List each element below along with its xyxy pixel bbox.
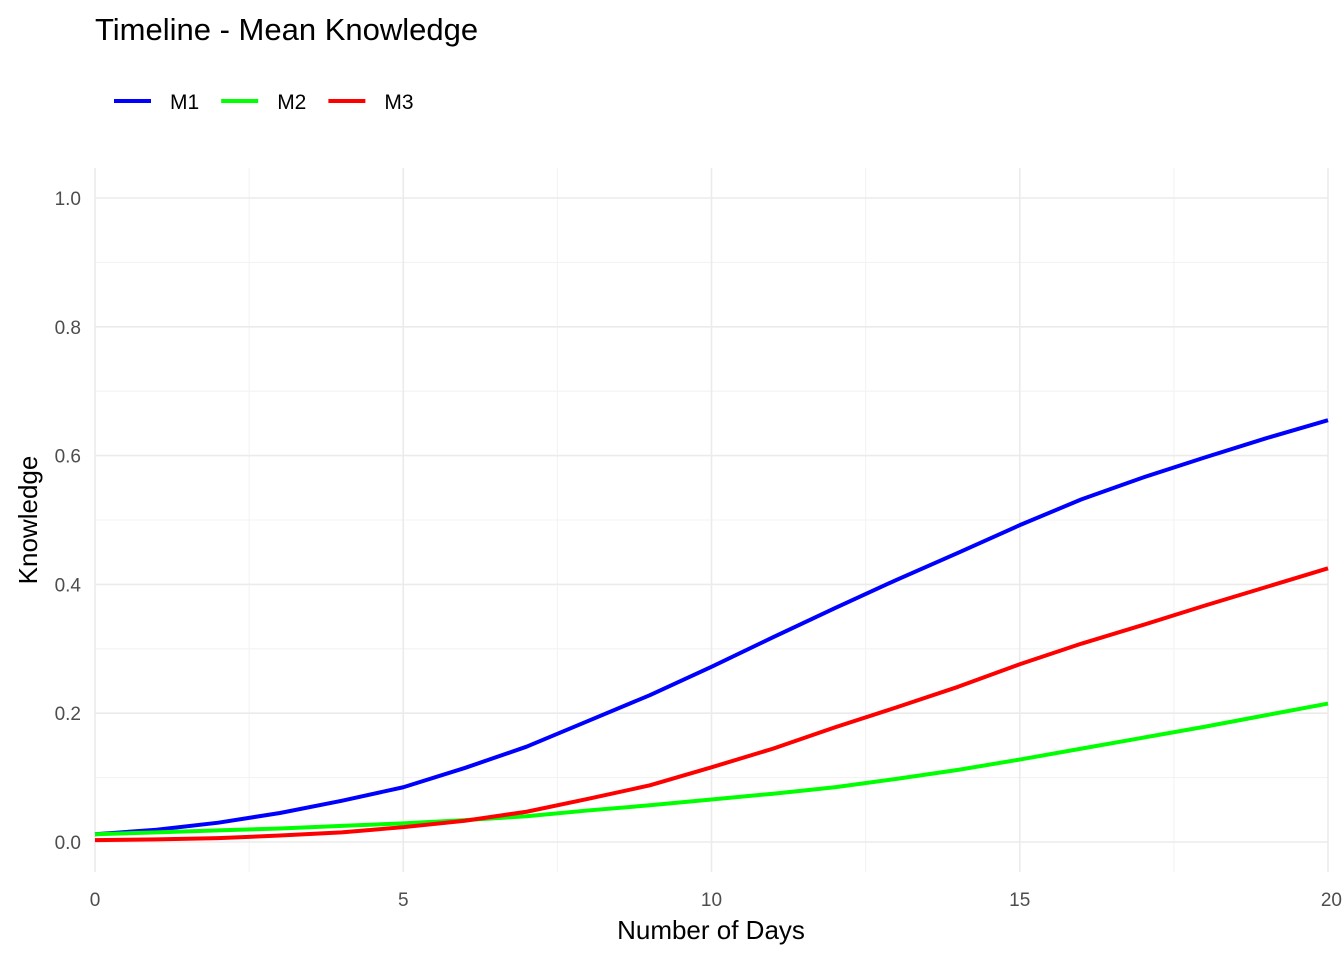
series-line-m1: [94, 418, 1329, 837]
y-tick-label: 0.2: [55, 704, 81, 725]
y-tick-label: 0.4: [55, 575, 82, 596]
legend-label-m2: M2: [277, 91, 306, 114]
legend-item-m3: M3: [328, 91, 414, 114]
legend: M1 M2 M3: [114, 91, 414, 114]
y-axis-label: Knowledge: [13, 456, 43, 585]
gridlines: [94, 168, 1329, 872]
legend-item-m2: M2: [221, 91, 306, 114]
y-axis-ticks: 0.0 0.2 0.4 0.6 0.8 1.0: [55, 189, 82, 854]
x-axis-ticks: 0 5 10 15 20: [90, 890, 1342, 911]
legend-item-m1: M1: [114, 91, 199, 114]
x-axis-label: Number of Days: [617, 915, 805, 945]
x-tick-label: 0: [90, 890, 101, 911]
legend-label-m1: M1: [170, 91, 199, 114]
y-tick-label: 0.6: [55, 447, 81, 468]
legend-label-m3: M3: [384, 91, 413, 114]
chart-title: Timeline - Mean Knowledge: [95, 12, 478, 47]
series-line-m3: [94, 566, 1329, 843]
x-tick-label: 20: [1321, 890, 1342, 911]
x-tick-label: 10: [701, 890, 722, 911]
y-tick-label: 0.8: [55, 318, 81, 339]
x-tick-label: 15: [1009, 890, 1030, 911]
y-tick-label: 1.0: [55, 189, 81, 210]
x-tick-label: 5: [398, 890, 409, 911]
series-line-m2: [94, 701, 1329, 837]
series-lines: [94, 418, 1329, 843]
y-tick-label: 0.0: [55, 833, 81, 854]
